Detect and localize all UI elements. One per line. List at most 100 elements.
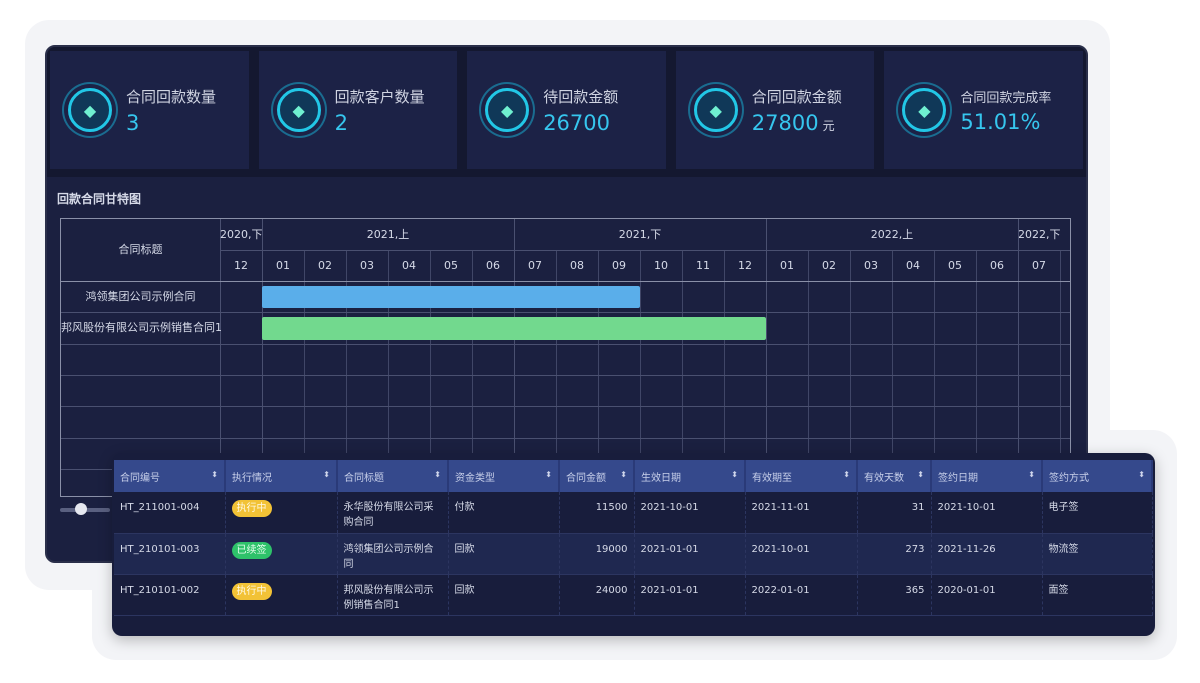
- gantt-line: [430, 250, 431, 496]
- column-header[interactable]: 合同编号 ⬍: [114, 460, 226, 492]
- column-header[interactable]: 签约日期 ⬍: [931, 460, 1043, 492]
- gantt-line: [61, 437, 1070, 439]
- stat-value: 51.01%: [960, 109, 1041, 134]
- gantt-month-label: 07: [528, 259, 542, 272]
- column-header[interactable]: 执行情况 ⬍: [225, 460, 338, 492]
- gantt-month-label: 11: [696, 259, 710, 272]
- gantt-period-label: 2022,下: [1018, 228, 1061, 241]
- gantt-line: [61, 406, 1070, 408]
- column-label: 有效天数: [864, 472, 904, 484]
- gantt-line: [472, 250, 473, 496]
- cell-status: 已续签: [225, 533, 338, 575]
- sort-icon[interactable]: ⬍: [211, 470, 218, 479]
- cell-method: 物流签: [1042, 533, 1153, 575]
- cell-id: HT_211001-004: [114, 492, 226, 534]
- column-label: 合同编号: [120, 472, 160, 484]
- gantt-line: [808, 250, 809, 496]
- gantt-line: [514, 250, 515, 496]
- gantt-line: [1018, 250, 1019, 496]
- stat-label: 回款客户数量: [334, 87, 425, 106]
- gantt-line: [934, 250, 935, 496]
- stat-card: ◆ 合同回款完成率 51.01%: [884, 51, 1083, 169]
- sort-icon[interactable]: ⬍: [917, 470, 924, 479]
- stat-value: 2: [334, 110, 348, 135]
- diamond-icon: ◆: [902, 88, 947, 132]
- gantt-title: 回款合同甘特图: [57, 192, 142, 206]
- table-row[interactable]: HT_211001-004 执行中 永华股份有限公司采购合同 付款 11500 2021-…: [114, 492, 1153, 534]
- cell-status: 执行中: [225, 574, 338, 616]
- stat-cards: ◆ 合同回款数量 3 ◆ 回款客户数量 2 ◆ 待回款金额 26700 ◆ 合同回款金额 278…: [47, 47, 1086, 177]
- cell-start: 2021-01-01: [634, 533, 746, 575]
- sort-icon[interactable]: ⬍: [323, 470, 330, 479]
- cell-fund: 回款: [448, 574, 560, 616]
- column-label: 签约方式: [1049, 472, 1089, 484]
- status-badge: 已续签: [231, 541, 272, 559]
- stat-value: 26700: [543, 110, 610, 135]
- cell-fund: 回款: [448, 533, 560, 575]
- gantt-month-label: 09: [612, 259, 626, 272]
- gantt-month-label: 12: [738, 259, 752, 272]
- gantt-bar: [262, 317, 766, 340]
- column-header[interactable]: 资金类型 ⬍: [448, 460, 560, 492]
- gantt-line: [220, 219, 221, 496]
- diamond-icon: ◆: [485, 88, 530, 132]
- gantt-month-label: 01: [780, 259, 794, 272]
- stat-unit: 元: [822, 118, 835, 133]
- slider-handle[interactable]: [75, 503, 87, 515]
- sort-icon[interactable]: ⬍: [843, 470, 850, 479]
- gantt-line: [388, 250, 389, 496]
- cell-days: 273: [857, 533, 932, 575]
- column-header[interactable]: 合同标题 ⬍: [337, 460, 449, 492]
- cell-amount: 11500: [559, 492, 635, 534]
- gantt-line: [61, 374, 1070, 376]
- cell-end: 2021-11-01: [745, 492, 858, 534]
- column-header[interactable]: 生效日期 ⬍: [634, 460, 746, 492]
- sort-icon[interactable]: ⬍: [1138, 470, 1145, 479]
- sort-icon[interactable]: ⬍: [1028, 470, 1035, 479]
- gantt-line: [724, 250, 725, 496]
- gantt-line: [598, 250, 599, 496]
- stat-value: 3: [126, 110, 140, 135]
- stat-label: 合同回款金额: [751, 87, 842, 106]
- sort-icon[interactable]: ⬍: [545, 470, 552, 479]
- cell-sign: 2021-10-01: [931, 492, 1043, 534]
- sort-icon[interactable]: ⬍: [434, 470, 441, 479]
- stat-card: ◆ 待回款金额 26700: [467, 51, 666, 169]
- column-header[interactable]: 签约方式 ⬍: [1042, 460, 1153, 492]
- gantt-period-label: 2021,上: [366, 228, 410, 241]
- gantt-line: [850, 250, 851, 496]
- gantt-line: [61, 312, 1070, 314]
- gantt-line: [262, 250, 263, 496]
- gantt-task-label: 鸿领集团公司示例合同: [85, 290, 196, 303]
- gantt-month-label: 10: [654, 259, 668, 272]
- sort-icon[interactable]: ⬍: [731, 470, 738, 479]
- column-label: 合同金额: [566, 472, 606, 484]
- gantt-line: [766, 250, 767, 496]
- gantt-period-label: 2022,上: [870, 228, 914, 241]
- gantt-month-label: 02: [318, 259, 332, 272]
- column-label: 资金类型: [455, 472, 495, 484]
- column-label: 签约日期: [938, 472, 978, 484]
- cell-id: HT_210101-002: [114, 574, 226, 616]
- column-label: 生效日期: [641, 472, 681, 484]
- gantt-month-label: 08: [570, 259, 584, 272]
- gantt-line: [61, 281, 1070, 282]
- column-header[interactable]: 有效期至 ⬍: [745, 460, 858, 492]
- cell-method: 面签: [1042, 574, 1153, 616]
- column-header[interactable]: 合同金额 ⬍: [559, 460, 635, 492]
- column-label: 有效期至: [752, 472, 792, 484]
- gantt-month-label: 03: [864, 259, 878, 272]
- contract-table-panel: 合同编号 ⬍ 执行情况 ⬍ 合同标题 ⬍ 资金类型 ⬍ 合同金额 ⬍ 生效日期 ⬍ 有效期至 ⬍ 有效天数 ⬍…: [112, 453, 1155, 636]
- cell-sign: 2021-11-26: [931, 533, 1043, 575]
- column-header[interactable]: 有效天数 ⬍: [857, 460, 932, 492]
- sort-icon[interactable]: ⬍: [620, 470, 627, 479]
- gantt-row-header: 合同标题: [118, 243, 163, 256]
- table-row[interactable]: HT_210101-002 执行中 邦风股份有限公司示例销售合同1 回款 24000 20…: [114, 574, 1153, 616]
- gantt-month-label: 02: [822, 259, 836, 272]
- gantt-bar: [262, 286, 640, 309]
- cell-id: HT_210101-003: [114, 533, 226, 575]
- table-row[interactable]: HT_210101-003 已续签 鸿领集团公司示例合同 回款 19000 2021-01…: [114, 533, 1153, 575]
- stat-card: ◆ 合同回款金额 27800 元: [675, 51, 875, 169]
- stat-card: ◆ 回款客户数量 2: [258, 51, 458, 169]
- gantt-line: [346, 250, 347, 496]
